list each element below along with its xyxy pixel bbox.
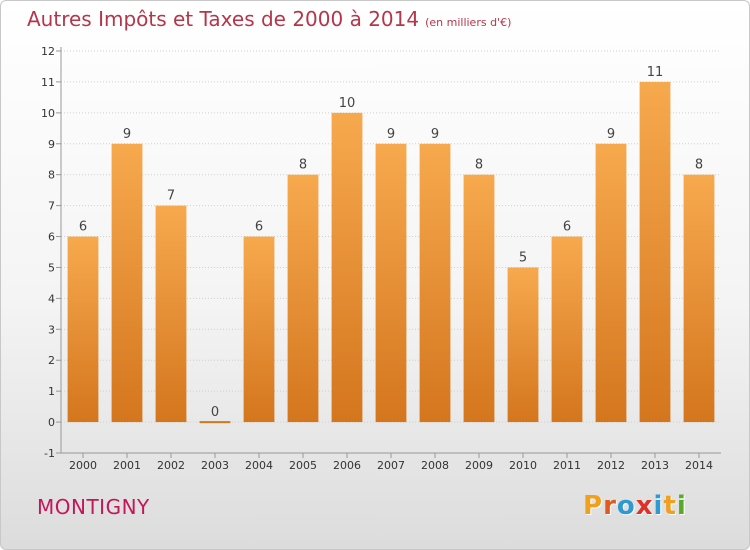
x-tick-label: 2010 xyxy=(509,459,537,472)
y-tick-label: 1 xyxy=(48,385,55,398)
bar-value-label: 0 xyxy=(211,405,219,420)
bar xyxy=(463,174,495,423)
y-tick-label: 12 xyxy=(41,45,55,58)
bar xyxy=(639,81,671,423)
place-name: MONTIGNY xyxy=(37,495,150,519)
y-tick-label: 9 xyxy=(48,138,55,151)
logo-letter: i xyxy=(653,491,664,521)
bar-value-label: 10 xyxy=(339,96,356,111)
x-tick-label: 2009 xyxy=(465,459,493,472)
y-tick-label: 7 xyxy=(48,200,55,213)
data-labels: 6 9 7 0 6 8 10 9 9 8 5 6 9 11 8 xyxy=(79,65,703,420)
y-tick-label: 3 xyxy=(48,323,55,336)
bar-value-label: 9 xyxy=(607,127,615,142)
logo-letter: t xyxy=(663,491,677,521)
y-tick-label: 6 xyxy=(48,231,55,244)
x-tick-label: 2014 xyxy=(685,459,713,472)
x-tick-label: 2012 xyxy=(597,459,625,472)
bar-value-label: 6 xyxy=(563,220,571,235)
bar xyxy=(287,174,319,423)
x-tick-label: 2013 xyxy=(641,459,669,472)
y-tick-label: 4 xyxy=(48,292,55,305)
bar xyxy=(111,143,143,423)
logo-letter: x xyxy=(635,491,654,521)
x-tick-label: 2007 xyxy=(377,459,405,472)
bar-value-label: 8 xyxy=(475,158,483,173)
chart-unit: (en milliers d'€) xyxy=(425,16,512,29)
logo-letter: i xyxy=(676,491,687,521)
bar-value-label: 8 xyxy=(299,158,307,173)
bar xyxy=(683,174,715,423)
bar xyxy=(331,112,363,423)
bar xyxy=(419,143,451,423)
x-tick-label: 2002 xyxy=(157,459,185,472)
bar-value-label: 6 xyxy=(255,220,263,235)
bar-value-label: 8 xyxy=(695,158,703,173)
x-tick-label: 2005 xyxy=(289,459,317,472)
bar-value-label: 6 xyxy=(79,220,87,235)
chart-title-text: Autres Impôts et Taxes de 2000 à 2014 xyxy=(27,7,420,31)
bar xyxy=(243,236,275,423)
x-tick-label: 2011 xyxy=(553,459,581,472)
bar xyxy=(595,143,627,423)
bar xyxy=(375,143,407,423)
logo-letter: P xyxy=(583,491,604,521)
x-tick-label: 2003 xyxy=(201,459,229,472)
chart-title: Autres Impôts et Taxes de 2000 à 2014 (en… xyxy=(27,7,511,31)
y-tick-label: 5 xyxy=(48,261,55,274)
y-tick-label: 8 xyxy=(48,169,55,182)
y-tick-label: -1 xyxy=(44,447,55,460)
y-tick-label: 2 xyxy=(48,354,55,367)
bar-value-label: 9 xyxy=(431,127,439,142)
bar xyxy=(551,236,583,423)
bar xyxy=(507,267,539,423)
logo-letter: o xyxy=(616,491,636,521)
x-tick-label: 2000 xyxy=(69,459,97,472)
proxiti-logo: Proxiti xyxy=(583,491,687,521)
bar xyxy=(67,236,99,423)
logo-letter: r xyxy=(603,491,617,521)
bar-value-label: 11 xyxy=(647,65,664,80)
x-tick-label: 2004 xyxy=(245,459,273,472)
bars xyxy=(67,81,715,424)
bar-value-label: 7 xyxy=(167,189,175,204)
y-tick-label: 11 xyxy=(41,76,55,89)
x-tick-label: 2008 xyxy=(421,459,449,472)
bar-value-label: 5 xyxy=(519,250,527,265)
bar-value-label: 9 xyxy=(123,127,131,142)
bar xyxy=(155,205,187,423)
bar-value-label: 9 xyxy=(387,127,395,142)
y-tick-label: 0 xyxy=(48,416,55,429)
x-tick-label: 2006 xyxy=(333,459,361,472)
x-tick-label: 2001 xyxy=(113,459,141,472)
y-tick-label: 10 xyxy=(41,107,55,120)
